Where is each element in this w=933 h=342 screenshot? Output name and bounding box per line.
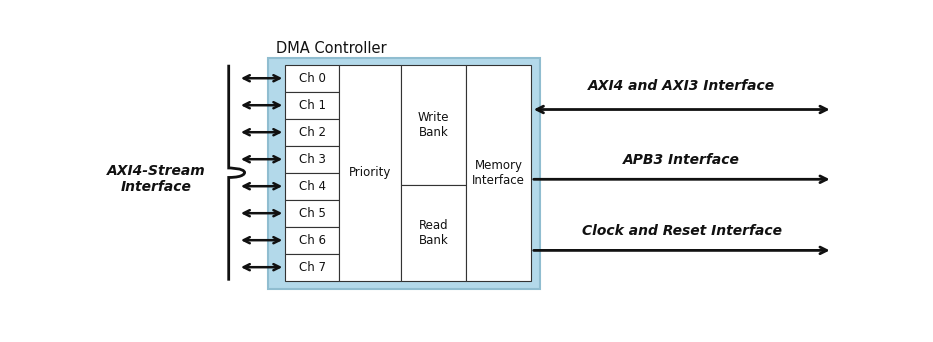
Bar bbox=[285, 173, 340, 200]
Text: Clock and Reset Interface: Clock and Reset Interface bbox=[581, 224, 782, 238]
Bar bbox=[466, 65, 531, 281]
Text: Ch 7: Ch 7 bbox=[299, 261, 326, 274]
Bar bbox=[285, 92, 340, 119]
Text: AXI4-Stream
Interface: AXI4-Stream Interface bbox=[107, 164, 206, 194]
Text: Ch 1: Ch 1 bbox=[299, 99, 326, 112]
Text: Ch 3: Ch 3 bbox=[299, 153, 326, 166]
Text: Memory
Interface: Memory Interface bbox=[472, 159, 525, 187]
Text: DMA Controller: DMA Controller bbox=[276, 40, 386, 55]
Text: APB3 Interface: APB3 Interface bbox=[623, 153, 740, 167]
Bar bbox=[285, 119, 340, 146]
Bar bbox=[285, 146, 340, 173]
Bar bbox=[285, 227, 340, 254]
Bar bbox=[401, 185, 466, 281]
Bar bbox=[285, 200, 340, 227]
Bar bbox=[285, 254, 340, 281]
Text: Write
Bank: Write Bank bbox=[418, 111, 449, 139]
Text: Priority: Priority bbox=[349, 166, 391, 179]
Text: Read
Bank: Read Bank bbox=[419, 219, 448, 247]
Text: Ch 4: Ch 4 bbox=[299, 180, 326, 193]
Text: Ch 6: Ch 6 bbox=[299, 234, 326, 247]
Text: Ch 0: Ch 0 bbox=[299, 72, 326, 85]
Bar bbox=[269, 58, 539, 289]
Text: Ch 2: Ch 2 bbox=[299, 126, 326, 139]
Text: Ch 5: Ch 5 bbox=[299, 207, 326, 220]
Text: AXI4 and AXI3 Interface: AXI4 and AXI3 Interface bbox=[588, 79, 775, 93]
Bar bbox=[401, 65, 466, 185]
Bar bbox=[340, 65, 401, 281]
Bar bbox=[285, 65, 340, 92]
